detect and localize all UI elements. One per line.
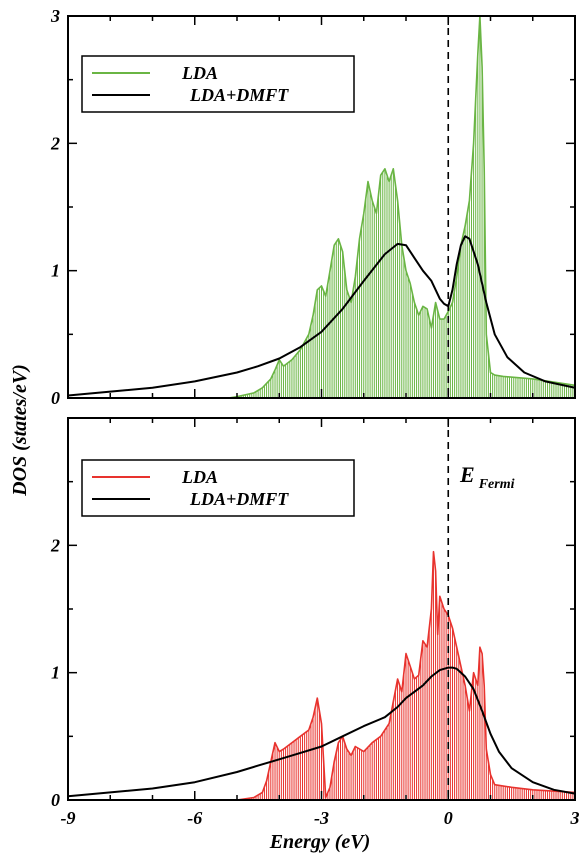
y-tick-label: 3 xyxy=(50,6,60,26)
fermi-label: E Fermi xyxy=(459,462,515,492)
lda-series-line xyxy=(68,16,575,398)
x-axis-label: Energy (eV) xyxy=(269,831,371,853)
lda-hatch-fill xyxy=(240,551,575,800)
plot-area xyxy=(68,550,575,800)
lda-series-line xyxy=(68,550,575,800)
lda-dmft-series-line xyxy=(68,235,575,397)
x-tick-label: -3 xyxy=(314,808,329,828)
legend-label: LDA+DMFT xyxy=(189,489,289,509)
lda-hatch-fill xyxy=(232,16,575,398)
legend-label: LDA xyxy=(181,467,218,487)
x-tick-label: 0 xyxy=(444,808,453,828)
lda-dmft-series-line xyxy=(68,666,575,798)
plot-area xyxy=(68,16,575,398)
y-tick-label: 1 xyxy=(51,663,60,683)
x-tick-label: -6 xyxy=(187,808,202,828)
legend-label: LDA xyxy=(181,63,218,83)
legend-label: LDA+DMFT xyxy=(189,85,289,105)
y-axis-label: DOS (states/eV) xyxy=(9,364,31,497)
x-tick-label: -9 xyxy=(61,808,76,828)
y-tick-label: 0 xyxy=(51,388,60,408)
fermi-label-main: E xyxy=(459,462,475,487)
y-tick-label: 1 xyxy=(51,261,60,281)
legend-box xyxy=(81,55,355,113)
legend-box xyxy=(81,459,355,517)
x-tick-label: 3 xyxy=(570,808,580,828)
y-tick-label: 2 xyxy=(50,535,60,555)
ticks xyxy=(67,15,576,399)
ticks xyxy=(67,417,576,801)
fermi-label-sub: Fermi xyxy=(478,477,515,492)
y-tick-label: 2 xyxy=(50,133,60,153)
y-tick-label: 0 xyxy=(51,790,60,810)
